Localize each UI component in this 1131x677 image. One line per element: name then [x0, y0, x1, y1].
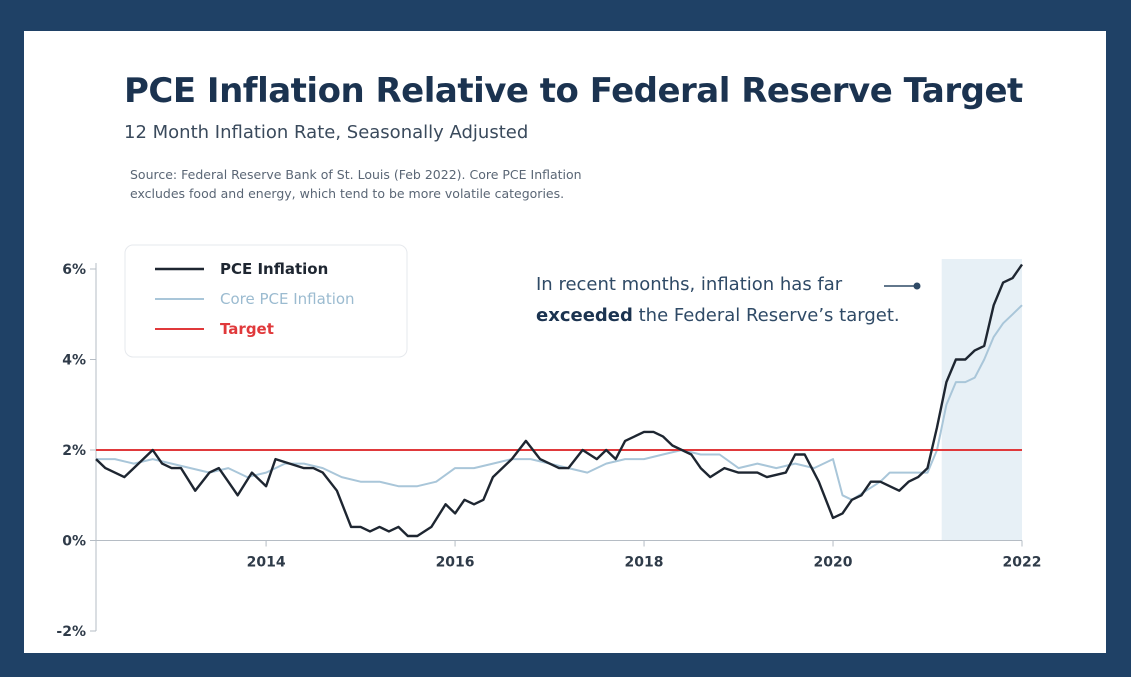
annotation: In recent months, inflation has far exce… — [536, 274, 921, 326]
chart-title: PCE Inflation Relative to Federal Reserv… — [124, 71, 1023, 111]
y-tick-label: 2% — [62, 443, 86, 459]
annotation-rest: the Federal Reserve’s target. — [633, 305, 900, 326]
legend-label-core: Core PCE Inflation — [220, 290, 355, 308]
source-line-2: excludes food and energy, which tend to … — [130, 186, 565, 201]
legend: PCE Inflation Core PCE Inflation Target — [124, 244, 408, 358]
source-line-1: Source: Federal Reserve Bank of St. Loui… — [130, 167, 582, 182]
source-note: Source: Federal Reserve Bank of St. Loui… — [130, 165, 690, 203]
annotation-line-1: In recent months, inflation has far — [536, 274, 843, 295]
x-tick-label: 2014 — [247, 555, 286, 571]
legend-label-pce: PCE Inflation — [220, 260, 328, 278]
annotation-line-2: exceeded the Federal Reserve’s target. — [536, 305, 900, 326]
y-tick-label: 0% — [62, 534, 86, 550]
y-tick-label: -2% — [56, 624, 86, 640]
chart-subtitle: 12 Month Inflation Rate, Seasonally Adju… — [124, 122, 529, 143]
line-chart: 6% 4% 2% 0% -2% 2014 2016 2018 2020 2022 In rece… — [56, 244, 1042, 640]
x-tick-label: 2016 — [436, 555, 475, 571]
annotation-dot — [913, 282, 921, 290]
chart-card: PCE Inflation Relative to Federal Reserv… — [24, 31, 1106, 653]
y-tick-label: 4% — [62, 353, 86, 369]
x-tick-label: 2018 — [625, 555, 664, 571]
y-tick-label: 6% — [62, 262, 86, 278]
x-tick-label: 2022 — [1003, 555, 1042, 571]
legend-label-target: Target — [220, 320, 274, 338]
pce-series-line — [95, 263, 1023, 538]
x-tick-label: 2020 — [814, 555, 853, 571]
annotation-bold: exceeded — [536, 305, 633, 326]
recent-months-highlight — [941, 259, 1022, 541]
